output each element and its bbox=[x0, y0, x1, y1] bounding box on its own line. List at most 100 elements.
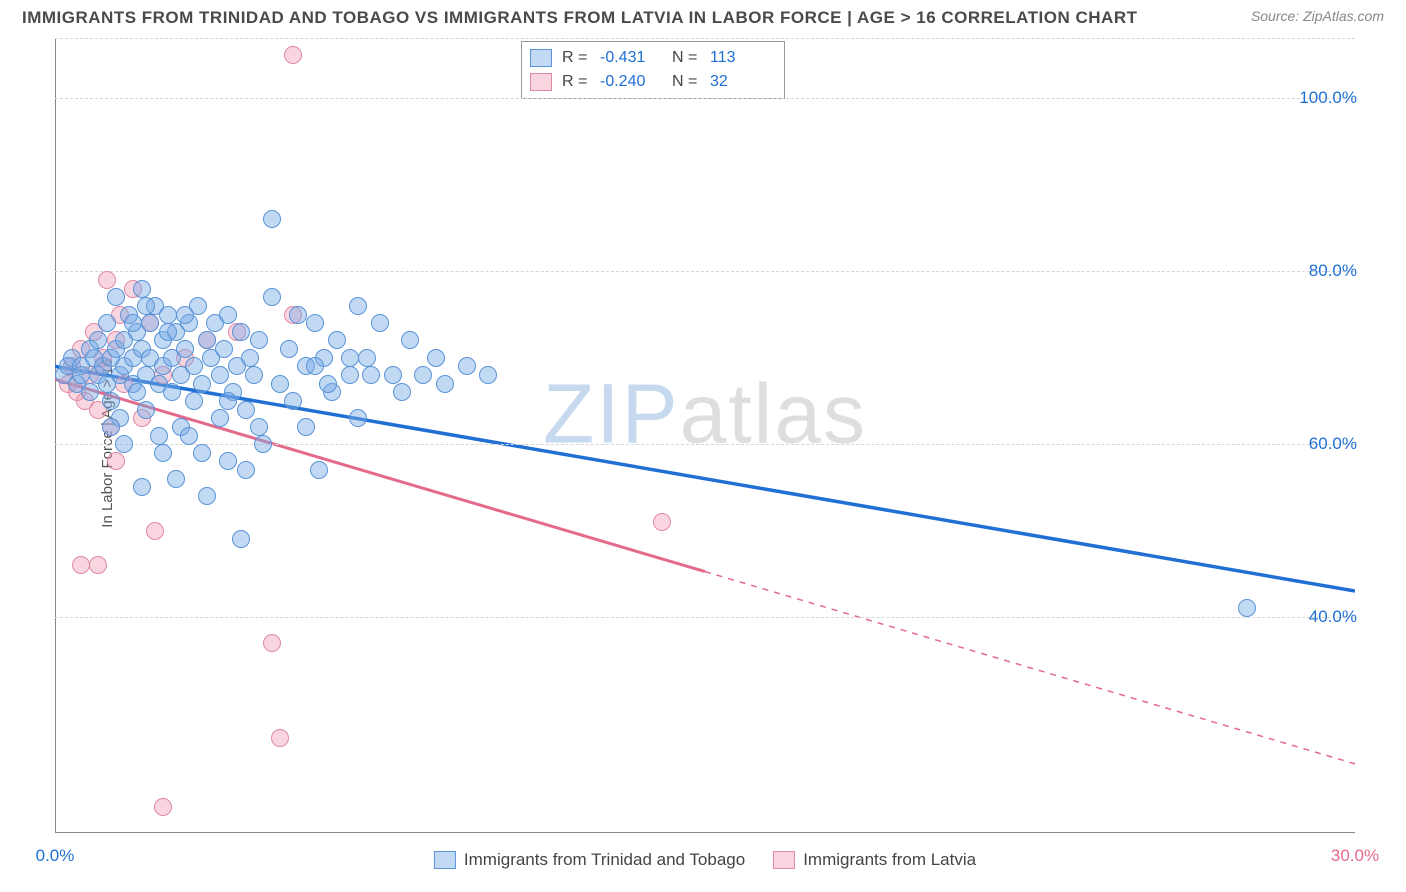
y-tick-label: 40.0% bbox=[1309, 607, 1357, 627]
chart-title: IMMIGRANTS FROM TRINIDAD AND TOBAGO VS I… bbox=[22, 8, 1138, 28]
point-tt bbox=[150, 427, 168, 445]
point-lv bbox=[89, 556, 107, 574]
point-tt bbox=[211, 366, 229, 384]
point-lv bbox=[72, 556, 90, 574]
point-lv bbox=[284, 46, 302, 64]
point-tt bbox=[306, 357, 324, 375]
gridline bbox=[55, 38, 1355, 39]
point-tt bbox=[349, 297, 367, 315]
r-value-lv: -0.240 bbox=[600, 70, 662, 94]
point-tt bbox=[167, 470, 185, 488]
x-axis bbox=[55, 832, 1355, 833]
x-tick-label: 30.0% bbox=[1331, 846, 1379, 866]
point-tt bbox=[115, 435, 133, 453]
n-value-tt: 113 bbox=[710, 46, 772, 70]
point-tt bbox=[414, 366, 432, 384]
point-tt bbox=[176, 340, 194, 358]
y-tick-label: 80.0% bbox=[1309, 261, 1357, 281]
point-tt bbox=[159, 306, 177, 324]
legend-item-lv: Immigrants from Latvia bbox=[773, 850, 976, 870]
gridline bbox=[55, 98, 1355, 99]
point-tt bbox=[241, 349, 259, 367]
point-tt bbox=[185, 357, 203, 375]
point-tt bbox=[328, 331, 346, 349]
point-tt bbox=[98, 314, 116, 332]
plot-area: ZIPatlas R = -0.431 N = 113 R = -0.240 N… bbox=[55, 38, 1355, 838]
point-tt bbox=[263, 210, 281, 228]
point-tt bbox=[198, 331, 216, 349]
point-tt bbox=[358, 349, 376, 367]
point-tt bbox=[180, 427, 198, 445]
point-tt bbox=[479, 366, 497, 384]
point-tt bbox=[193, 375, 211, 393]
point-tt bbox=[133, 478, 151, 496]
stats-row-lv: R = -0.240 N = 32 bbox=[530, 70, 772, 94]
point-tt bbox=[219, 392, 237, 410]
point-tt bbox=[137, 401, 155, 419]
point-tt bbox=[458, 357, 476, 375]
point-tt bbox=[163, 383, 181, 401]
regression-lines bbox=[55, 38, 1355, 838]
point-tt bbox=[219, 306, 237, 324]
point-tt bbox=[436, 375, 454, 393]
stats-row-tt: R = -0.431 N = 113 bbox=[530, 46, 772, 70]
point-tt bbox=[362, 366, 380, 384]
point-tt bbox=[176, 306, 194, 324]
swatch-tt-2 bbox=[434, 851, 456, 869]
point-tt bbox=[245, 366, 263, 384]
point-tt bbox=[401, 331, 419, 349]
point-tt bbox=[250, 418, 268, 436]
point-tt bbox=[310, 461, 328, 479]
point-tt bbox=[102, 392, 120, 410]
point-tt bbox=[133, 280, 151, 298]
point-tt bbox=[349, 409, 367, 427]
point-tt bbox=[154, 444, 172, 462]
point-tt bbox=[137, 297, 155, 315]
point-lv bbox=[107, 452, 125, 470]
point-lv bbox=[271, 729, 289, 747]
point-tt bbox=[393, 383, 411, 401]
point-tt bbox=[102, 418, 120, 436]
y-tick-label: 100.0% bbox=[1299, 88, 1357, 108]
chart-area: In Labor Force | Age > 16 ZIPatlas R = -… bbox=[45, 38, 1385, 848]
point-tt bbox=[297, 418, 315, 436]
point-tt bbox=[232, 323, 250, 341]
swatch-tt bbox=[530, 49, 552, 67]
point-tt bbox=[341, 349, 359, 367]
x-tick-label: 0.0% bbox=[36, 846, 75, 866]
point-lv bbox=[653, 513, 671, 531]
point-tt bbox=[284, 392, 302, 410]
stats-legend: R = -0.431 N = 113 R = -0.240 N = 32 bbox=[521, 41, 785, 99]
point-tt bbox=[159, 323, 177, 341]
series-legend: Immigrants from Trinidad and Tobago Immi… bbox=[434, 850, 976, 870]
gridline bbox=[55, 617, 1355, 618]
point-tt bbox=[72, 366, 90, 384]
source-label: Source: ZipAtlas.com bbox=[1251, 8, 1384, 24]
point-lv bbox=[98, 271, 116, 289]
point-tt bbox=[237, 401, 255, 419]
point-tt bbox=[128, 383, 146, 401]
point-lv bbox=[263, 634, 281, 652]
legend-label-lv: Immigrants from Latvia bbox=[803, 850, 976, 870]
point-tt bbox=[280, 340, 298, 358]
point-tt bbox=[232, 530, 250, 548]
y-tick-label: 60.0% bbox=[1309, 434, 1357, 454]
point-tt bbox=[219, 452, 237, 470]
point-tt bbox=[237, 461, 255, 479]
point-lv bbox=[154, 798, 172, 816]
point-tt bbox=[81, 383, 99, 401]
watermark: ZIPatlas bbox=[543, 366, 867, 463]
point-tt bbox=[250, 331, 268, 349]
legend-label-tt: Immigrants from Trinidad and Tobago bbox=[464, 850, 745, 870]
point-tt bbox=[341, 366, 359, 384]
swatch-lv-2 bbox=[773, 851, 795, 869]
point-tt bbox=[211, 409, 229, 427]
point-tt bbox=[371, 314, 389, 332]
point-tt bbox=[185, 392, 203, 410]
point-tt bbox=[254, 435, 272, 453]
point-tt bbox=[263, 288, 281, 306]
point-lv bbox=[146, 522, 164, 540]
point-tt bbox=[107, 288, 125, 306]
point-tt bbox=[427, 349, 445, 367]
point-tt bbox=[384, 366, 402, 384]
